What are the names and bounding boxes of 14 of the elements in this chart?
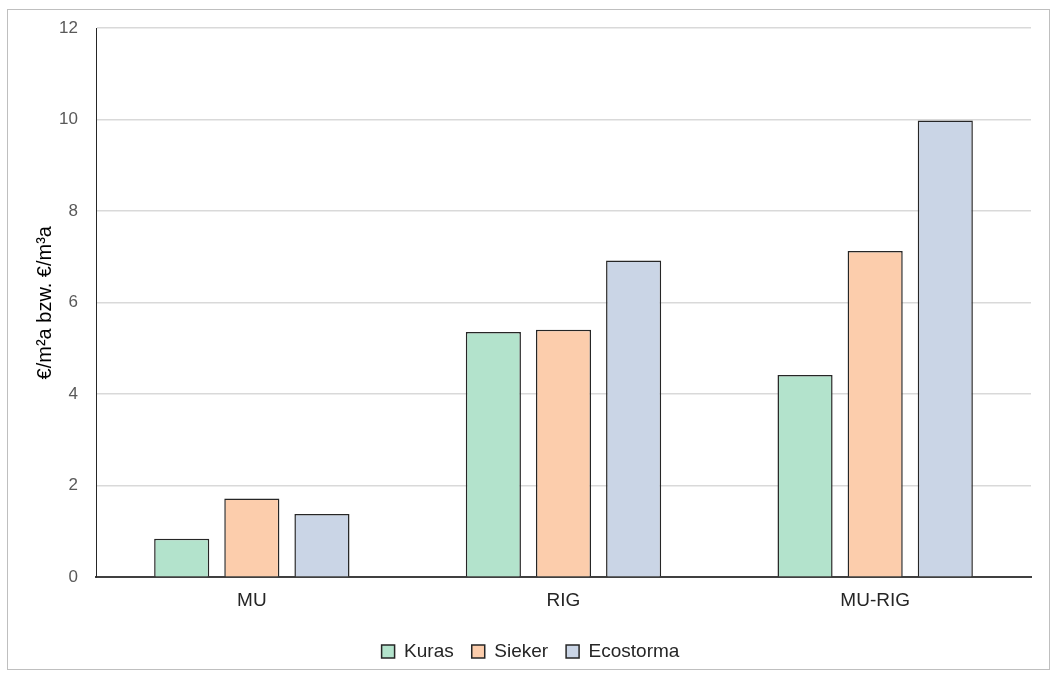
y-tick-label: 0 [68, 566, 78, 586]
x-tick-label: MU [237, 588, 267, 610]
legend-label: Ecostorma [588, 639, 680, 661]
legend-label: Kuras [404, 639, 454, 661]
y-tick-label: 8 [68, 200, 78, 220]
x-tick-label: MU-RIG [840, 588, 910, 610]
y-tick-label: 4 [68, 383, 78, 403]
y-tick-label: 6 [68, 292, 78, 312]
legend-label: Sieker [494, 639, 549, 661]
x-tick-label: RIG [546, 588, 581, 610]
y-tick-label: 2 [68, 475, 78, 495]
y-axis-title: €/m²a bzw. €/m³a [32, 225, 55, 380]
y-tick-label: 10 [59, 109, 78, 129]
y-tick-label: 12 [59, 17, 78, 37]
